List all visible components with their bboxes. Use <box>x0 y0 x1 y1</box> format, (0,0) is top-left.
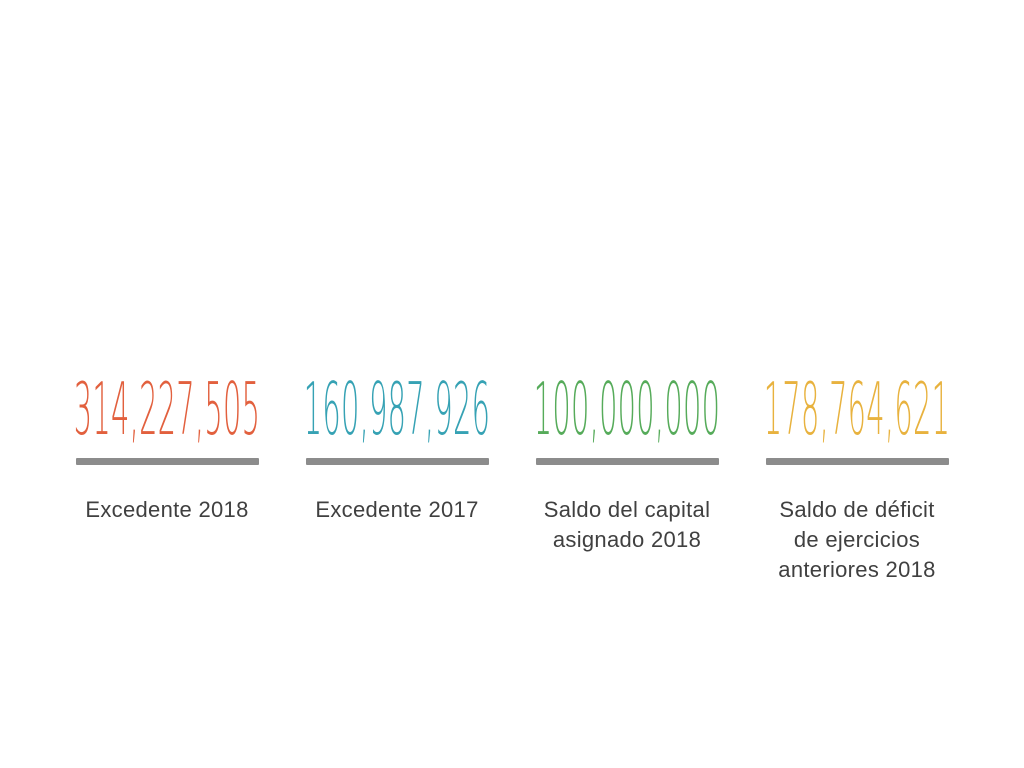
kpi-stats-row: 314,227,505 Excedente 2018 160,987,926 E… <box>52 367 972 585</box>
kpi-label: Excedente 2017 <box>315 497 479 522</box>
kpi-card-saldo-capital-asignado: 100,000,000 Saldo del capital asignado 2… <box>512 367 742 585</box>
kpi-label: Saldo de déficit de ejercicios anteriore… <box>778 497 936 582</box>
kpi-card-excedente-2018: 314,227,505 Excedente 2018 <box>52 367 282 585</box>
kpi-label: Saldo del capital asignado 2018 <box>543 497 711 552</box>
kpi-underline <box>765 458 949 465</box>
kpi-value: 314,227,505 <box>73 367 261 451</box>
kpi-label: Excedente 2018 <box>85 497 249 522</box>
kpi-underline <box>535 458 719 465</box>
kpi-card-saldo-deficit-anteriores: 178,764,621 Saldo de déficit de ejercici… <box>742 367 972 585</box>
kpi-underline <box>75 458 259 465</box>
kpi-value: 178,764,621 <box>763 367 951 451</box>
kpi-value: 160,987,926 <box>303 367 491 451</box>
kpi-card-excedente-2017: 160,987,926 Excedente 2017 <box>282 367 512 585</box>
kpi-underline <box>305 458 489 465</box>
kpi-value: 100,000,000 <box>533 367 721 451</box>
